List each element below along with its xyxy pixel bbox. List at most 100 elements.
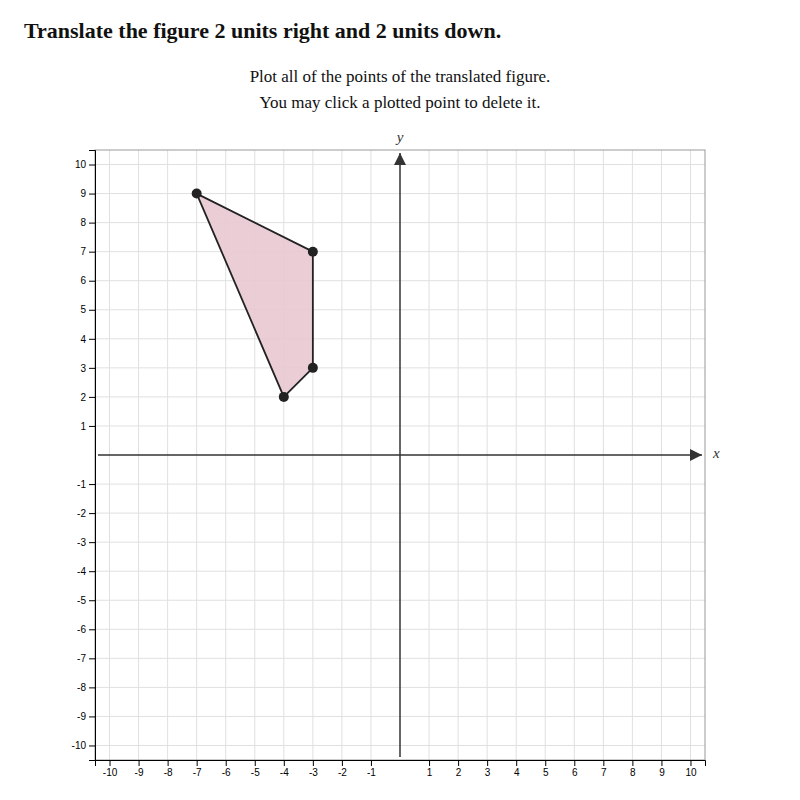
y-axis-tick-mark xyxy=(89,368,95,369)
x-axis-tick-label: 5 xyxy=(543,767,549,778)
x-axis-tick: 1 xyxy=(427,760,433,778)
x-axis-tick-mark xyxy=(690,760,691,766)
x-axis-tick-label: 4 xyxy=(514,767,520,778)
x-axis-tick-mark xyxy=(139,760,140,766)
x-axis-tick: -4 xyxy=(280,760,289,778)
x-axis-domain xyxy=(96,761,706,767)
y-axis-tick-mark xyxy=(89,687,95,688)
chart: Translate the figure 2 units right and 2… xyxy=(0,0,800,800)
x-axis-tick-mark xyxy=(168,760,169,766)
y-axis-tick: -8 xyxy=(77,682,95,693)
x-axis-tick-label: -2 xyxy=(338,767,347,778)
x-axis-tick: 6 xyxy=(572,760,578,778)
y-axis-tick-label: 7 xyxy=(80,246,86,257)
vertex-point[interactable] xyxy=(308,247,318,257)
x-axis-tick-label: -3 xyxy=(309,767,318,778)
x-axis-tick-mark xyxy=(661,760,662,766)
y-axis-tick-label: 8 xyxy=(80,217,86,228)
y-axis-arrow xyxy=(399,153,401,757)
x-axis-tick-mark xyxy=(110,760,111,766)
y-axis-tick: 9 xyxy=(80,188,95,199)
y-axis-domain xyxy=(89,151,96,761)
x-axis-tick: -8 xyxy=(164,760,173,778)
x-axis-tick-label: 2 xyxy=(456,767,462,778)
y-axis-tick-label: -5 xyxy=(77,595,86,606)
y-axis-tick-label: 5 xyxy=(80,304,86,315)
y-axis-tick: -1 xyxy=(77,479,95,490)
x-axis-tick-mark xyxy=(487,760,488,766)
y-axis-tick-mark xyxy=(89,658,95,659)
vertex-point[interactable] xyxy=(308,363,318,373)
y-axis-tick: -6 xyxy=(77,624,95,635)
x-axis-tick-mark xyxy=(429,760,430,766)
x-axis-tick: -1 xyxy=(367,760,376,778)
subtitle: You may click a plotted point to delete … xyxy=(259,93,540,112)
y-axis-tick-label: 2 xyxy=(80,392,86,403)
x-axis-tick: 9 xyxy=(659,760,665,778)
y-axis-tick-label: 3 xyxy=(80,363,86,374)
x-axis-tick-mark xyxy=(545,760,546,766)
grid xyxy=(95,150,705,760)
vertex-point[interactable] xyxy=(192,189,202,199)
x-axis-tick-label: -4 xyxy=(280,767,289,778)
y-axis-tick-label: 6 xyxy=(80,275,86,286)
x-axis-tick: 10 xyxy=(685,760,697,778)
x-axis-label: x xyxy=(712,445,720,461)
y-axis-tick-label: -9 xyxy=(77,711,86,722)
y-axis-tick-mark xyxy=(89,252,95,253)
y-axis-tick-mark xyxy=(89,165,95,166)
y-axis-tick: 1 xyxy=(80,421,95,432)
y-axis-label: y xyxy=(395,129,404,145)
x-axis-tick: 2 xyxy=(456,760,462,778)
x-axis-tick: 5 xyxy=(543,760,549,778)
y-axis-tick: -7 xyxy=(77,653,95,664)
y-axis-tick-mark xyxy=(89,223,95,224)
x-axis-tick: 7 xyxy=(601,760,607,778)
y-axis-tick-mark xyxy=(89,513,95,514)
vertex-point[interactable] xyxy=(279,392,289,402)
x-axis-tick-mark xyxy=(632,760,633,766)
x-axis-tick-label: -9 xyxy=(135,767,144,778)
x-axis-tick-label: 9 xyxy=(659,767,665,778)
y-axis-tick-label: -10 xyxy=(72,740,87,751)
y-axis-tick: -9 xyxy=(77,711,95,722)
y-axis-tick-mark xyxy=(89,281,95,282)
x-axis-tick-mark xyxy=(458,760,459,766)
y-axis-tick-mark xyxy=(89,600,95,601)
x-axis-tick-label: -5 xyxy=(251,767,260,778)
x-axis-tick-mark xyxy=(226,760,227,766)
y-axis-tick: -5 xyxy=(77,595,95,606)
x-axis-tick-mark xyxy=(342,760,343,766)
x-axis-tick-label: 7 xyxy=(601,767,607,778)
y-axis-tick-mark xyxy=(89,426,95,427)
x-axis-tick-mark xyxy=(603,760,604,766)
y-axis-tick: 6 xyxy=(80,275,95,286)
y-axis-tick: -4 xyxy=(77,566,95,577)
y-axis-tick: 2 xyxy=(80,392,95,403)
y-axis-tick-mark xyxy=(89,716,95,717)
x-axis-tick-label: -8 xyxy=(164,767,173,778)
y-axis-tick-mark xyxy=(89,310,95,311)
y-axis-tick-mark xyxy=(89,194,95,195)
polygon xyxy=(197,194,313,397)
y-axis-tick: -10 xyxy=(72,740,95,751)
marks xyxy=(192,189,318,402)
x-axis-tick: -3 xyxy=(309,760,318,778)
y-axis-tick: 4 xyxy=(80,334,95,345)
x-axis-tick-mark xyxy=(371,760,372,766)
y-axis-tick-mark xyxy=(89,745,95,746)
y-axis-tick: -3 xyxy=(77,537,95,548)
y-axis-tick-label: -4 xyxy=(77,566,86,577)
x-axis-tick: 3 xyxy=(485,760,491,778)
subtitle: Plot all of the points of the translated… xyxy=(250,67,551,86)
x-axis-tick-mark xyxy=(197,760,198,766)
y-axis-tick-label: 4 xyxy=(80,334,86,345)
y-axis-tick-label: -7 xyxy=(77,653,86,664)
x-axis-tick: 8 xyxy=(630,760,636,778)
x-axis-tick-label: 10 xyxy=(685,767,697,778)
x-axis-tick: 4 xyxy=(514,760,520,778)
y-axis-tick: -2 xyxy=(77,508,95,519)
x-axis-tick: -9 xyxy=(135,760,144,778)
x-axis-tick: -10 xyxy=(103,760,118,778)
y-axis-tick-mark xyxy=(89,339,95,340)
